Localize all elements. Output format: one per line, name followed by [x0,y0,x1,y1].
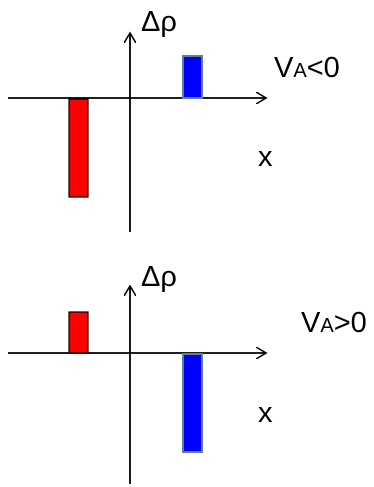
bias-condition-main: V [301,307,321,339]
panel-reverse-bias: Δρ x VA<0 [8,6,340,232]
bias-condition-main: V [274,52,294,84]
y-axis-label: Δρ [141,6,177,38]
panel-forward-bias: Δρ x VA>0 [8,261,367,484]
bias-condition-sub: A [320,315,334,337]
bias-condition-sub: A [293,60,307,82]
positive-charge-bar [182,353,203,453]
bias-condition-label: VA>0 [301,307,367,339]
positive-charge-bar [182,55,203,99]
x-axis-label: x [258,141,273,173]
negative-charge-bar [68,311,89,354]
bias-condition-rest: <0 [307,52,340,84]
y-axis-label: Δρ [141,261,177,293]
bias-condition-label: VA<0 [274,52,340,84]
negative-charge-bar [68,98,89,198]
x-axis-label: x [258,397,273,429]
bias-condition-rest: >0 [334,307,367,339]
